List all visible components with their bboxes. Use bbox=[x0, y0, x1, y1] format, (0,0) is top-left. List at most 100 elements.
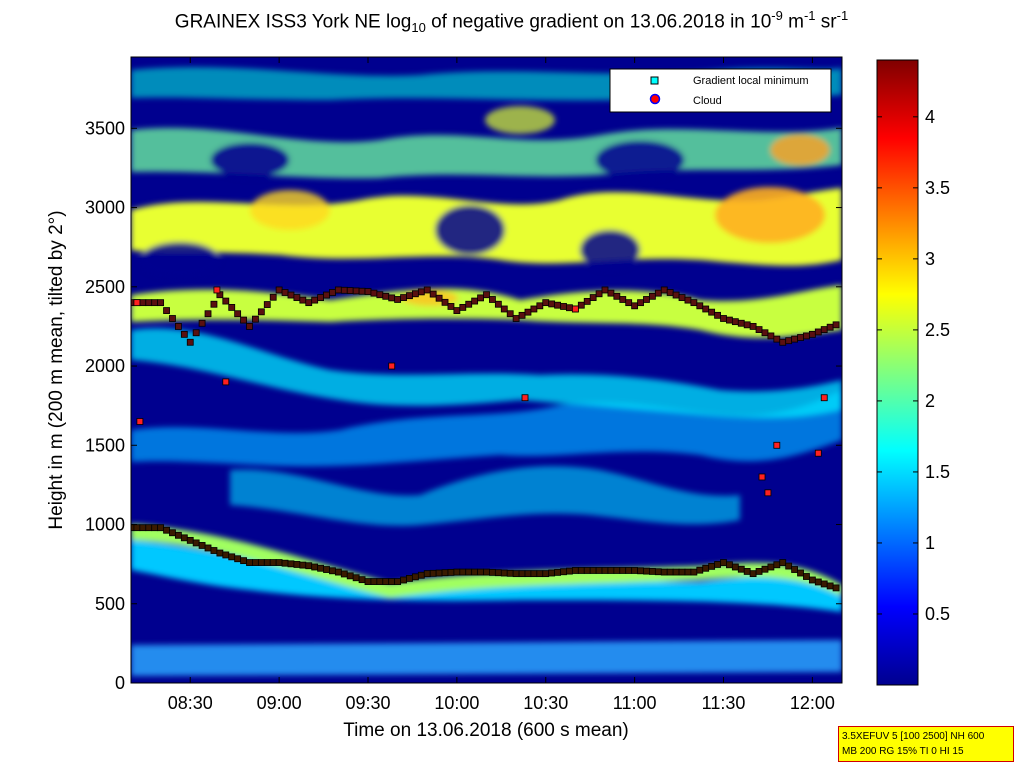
heatmap-band-mid-2 bbox=[230, 466, 740, 526]
gradient-minimum-marker bbox=[791, 335, 798, 343]
y-tick-label: 2000 bbox=[85, 356, 125, 376]
gradient-minimum-marker bbox=[293, 294, 301, 301]
gradient-minimum-marker bbox=[761, 329, 769, 337]
legend-label-cloud: Cloud bbox=[693, 95, 722, 107]
heatmap-band-mixed-layer bbox=[131, 540, 842, 612]
chart-title: GRAINEX ISS3 York NE log10 of negative g… bbox=[174, 8, 849, 36]
gradient-minimum-marker bbox=[234, 555, 242, 563]
marker-layer bbox=[131, 286, 840, 592]
gradient-minimum-marker bbox=[808, 576, 816, 584]
gradient-minimum-marker bbox=[358, 287, 366, 295]
gradient-minimum-marker bbox=[577, 567, 585, 574]
gradient-minimum-marker bbox=[607, 289, 615, 297]
plot-frame bbox=[130, 56, 843, 684]
gradient-minimum-marker bbox=[269, 293, 277, 301]
gradient-minimum-marker bbox=[714, 311, 721, 319]
gradient-minimum-marker bbox=[459, 568, 467, 576]
gradient-minimum-marker bbox=[234, 310, 242, 318]
cloud-marker bbox=[758, 473, 766, 481]
processing-info-line-2: MB 200 RG 15% TI 0 HI 15 bbox=[842, 746, 964, 757]
gradient-minimum-marker bbox=[583, 297, 591, 305]
gradient-minimum-marker bbox=[791, 566, 798, 573]
x-axis: 08:30 09:00 09:30 10:00 10:30 11:00 11:30 12:00 bbox=[168, 57, 835, 713]
gradient-minimum-marker bbox=[814, 578, 822, 586]
gradient-minimum-marker bbox=[477, 568, 484, 576]
gradient-minimum-marker bbox=[678, 568, 686, 576]
gradient-minimum-marker bbox=[731, 318, 739, 326]
gradient-minimum-marker bbox=[346, 572, 354, 580]
y-tick-label: 1000 bbox=[85, 515, 125, 535]
legend-marker-gradient-minimum bbox=[650, 76, 659, 85]
gradient-minimum-marker bbox=[169, 529, 176, 537]
gradient-minimum-marker bbox=[506, 310, 514, 318]
gradient-minimum-marker bbox=[163, 307, 170, 314]
gradient-minimum-marker bbox=[720, 559, 727, 566]
legend-label-gradient-minimum: Gradient local minimum bbox=[693, 75, 809, 87]
gradient-minimum-marker bbox=[649, 292, 656, 300]
gradient-minimum-marker bbox=[524, 308, 532, 316]
gradient-minimum-marker bbox=[560, 303, 567, 310]
gradient-minimum-marker bbox=[494, 569, 502, 577]
gradient-minimum-marker bbox=[299, 561, 307, 569]
gradient-minimum-marker bbox=[246, 323, 253, 330]
gradient-minimum-marker bbox=[257, 559, 265, 566]
cloud-marker bbox=[388, 362, 396, 370]
colorbar-tick-label: 3 bbox=[925, 249, 935, 269]
x-tick-label: 08:30 bbox=[168, 693, 213, 713]
gradient-minimum-marker bbox=[133, 524, 141, 532]
gradient-minimum-marker bbox=[210, 547, 218, 554]
gradient-minimum-marker bbox=[352, 574, 360, 582]
colorbar-tick-label: 3.5 bbox=[925, 178, 950, 198]
gradient-minimum-marker bbox=[287, 291, 295, 299]
colorbar-ticks: 0.5 1 1.5 2 2.5 3 3.5 4 bbox=[877, 107, 950, 624]
gradient-minimum-marker bbox=[696, 302, 704, 310]
cloud-marker bbox=[213, 286, 221, 294]
gradient-minimum-marker bbox=[376, 578, 384, 585]
gradient-minimum-marker bbox=[252, 559, 259, 566]
gradient-minimum-marker bbox=[767, 332, 775, 340]
gradient-minimum-marker bbox=[797, 569, 804, 577]
gradient-minimum-marker bbox=[364, 288, 372, 295]
gradient-minimum-marker bbox=[696, 566, 704, 574]
gradient-minimum-marker bbox=[417, 288, 425, 296]
gradient-minimum-marker bbox=[471, 297, 479, 305]
y-tick-label: 3000 bbox=[85, 198, 125, 218]
gradient-minimum-marker bbox=[186, 338, 194, 346]
x-tick-label: 09:30 bbox=[345, 693, 390, 713]
gradient-minimum-marker bbox=[329, 567, 336, 575]
processing-info-box: 3.5XEFUV 5 [100 2500] NH 600 MB 200 RG 1… bbox=[838, 726, 1014, 762]
gradient-minimum-marker bbox=[340, 570, 348, 578]
gradient-minimum-marker bbox=[678, 294, 686, 301]
gradient-minimum-marker bbox=[222, 297, 230, 305]
gradient-minimum-marker bbox=[518, 570, 526, 578]
legend-marker-cloud bbox=[649, 93, 661, 105]
gradient-minimum-marker bbox=[649, 568, 656, 575]
gradient-minimum-marker bbox=[512, 570, 520, 578]
gradient-minimum-marker bbox=[690, 568, 698, 576]
plot-area bbox=[130, 56, 843, 684]
heatmap-band-upper-1 bbox=[131, 285, 842, 338]
gradient-minimum-marker bbox=[779, 338, 787, 346]
gradient-minimum-marker bbox=[151, 524, 159, 532]
gradient-minimum-marker bbox=[672, 291, 680, 299]
gradient-minimum-marker bbox=[435, 294, 443, 302]
x-tick-label: 11:00 bbox=[613, 693, 657, 713]
gradient-minimum-marker bbox=[554, 301, 561, 309]
gradient-minimum-marker bbox=[370, 289, 378, 297]
gradient-minimum-marker bbox=[726, 561, 733, 569]
gradient-minimum-marker bbox=[755, 326, 763, 333]
gradient-minimum-marker bbox=[489, 296, 496, 303]
gradient-minimum-marker bbox=[625, 567, 633, 574]
gradient-minimum-marker bbox=[145, 299, 153, 307]
cloud-marker bbox=[133, 299, 141, 307]
gradient-minimum-marker bbox=[631, 567, 639, 574]
gradient-minimum-marker bbox=[423, 286, 431, 294]
x-tick-label: 10:30 bbox=[523, 693, 568, 713]
gradient-minimum-marker bbox=[139, 299, 147, 307]
gradient-minimum-marker bbox=[246, 559, 253, 566]
gradient-minimum-marker bbox=[334, 286, 342, 294]
gradient-minimum-marker bbox=[666, 568, 674, 576]
gradient-minimum-marker bbox=[169, 315, 176, 322]
gradient-minimum-marker bbox=[530, 305, 538, 313]
